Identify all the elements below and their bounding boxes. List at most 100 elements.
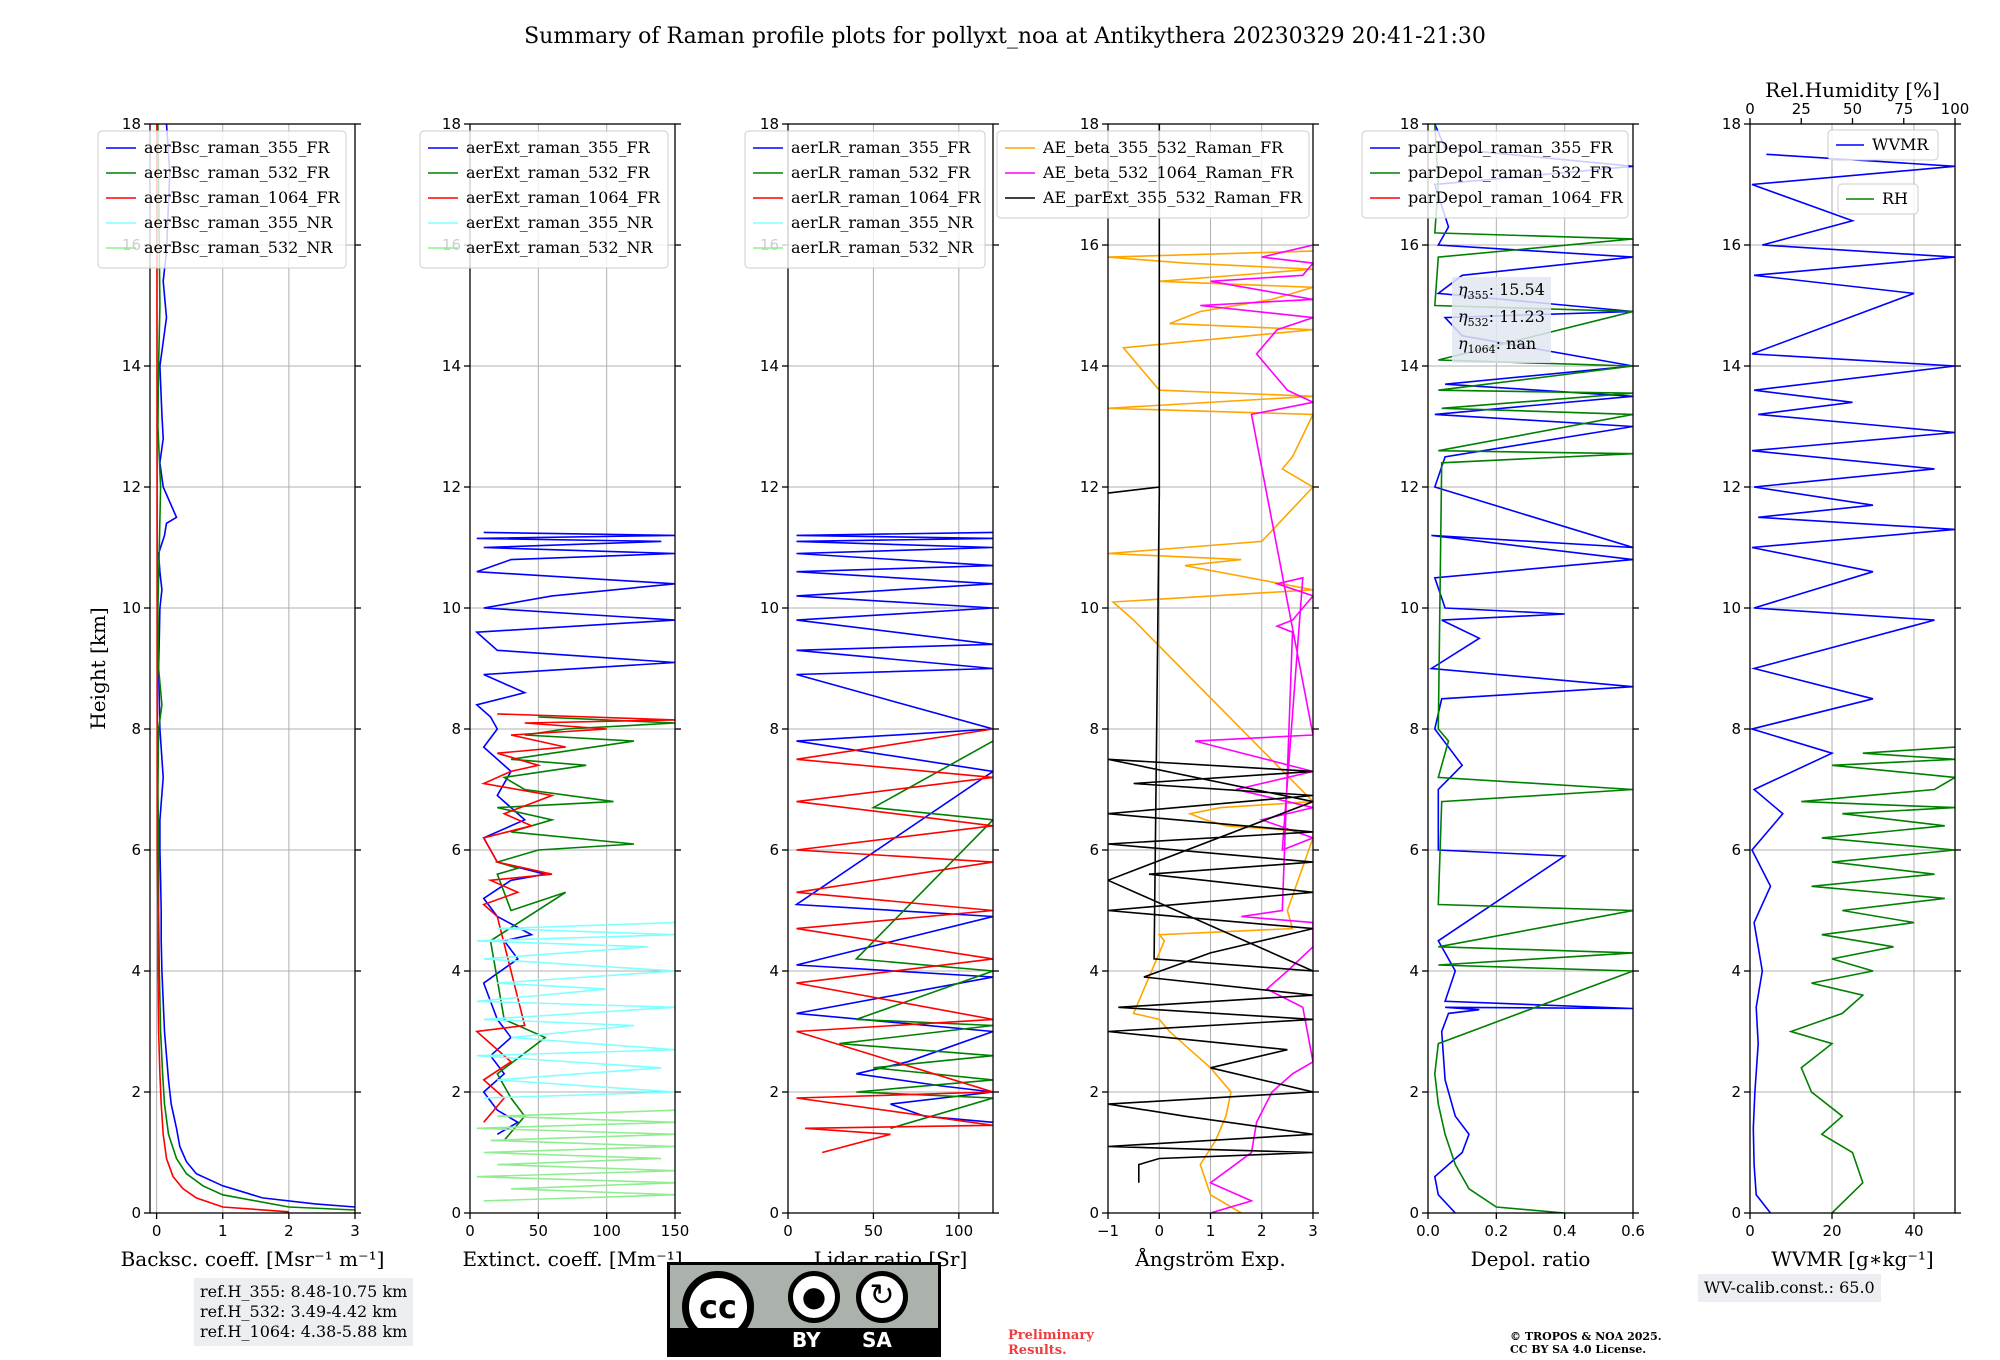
- y-tick-label: 10: [1400, 599, 1419, 617]
- legend-entry: AE_parExt_355_532_Raman_FR: [1042, 188, 1303, 207]
- legend-entry: aerBsc_raman_532_NR: [144, 238, 333, 257]
- y-tick-label: 4: [1089, 962, 1099, 980]
- x-tick-label: 1: [1206, 1222, 1216, 1240]
- legend-box: [1827, 129, 1939, 161]
- series-line-aerExt_raman_1064_FR: [474, 713, 675, 1123]
- y-tick-label: 14: [1400, 357, 1419, 375]
- legend: AE_beta_355_532_Raman_FR AE_beta_532_1064…: [996, 130, 1310, 219]
- y-tick-label: 4: [1409, 962, 1419, 980]
- y-tick-label: 18: [1722, 115, 1741, 133]
- x-tick-label: −1: [1097, 1222, 1119, 1240]
- panel-1: 0246810121416180123Backsc. coeff. [Msr⁻¹…: [86, 115, 384, 1271]
- y-tick-label: 18: [122, 115, 141, 133]
- x-tick-label: 0: [152, 1222, 162, 1240]
- reference-height-box: ref.H_355: 8.48-10.75 km ref.H_532: 3.49…: [194, 1278, 414, 1346]
- plot-frame: [1749, 123, 1956, 1214]
- series-line-aerExt_raman_355_FR: [474, 531, 675, 1135]
- y-tick-label: 8: [1409, 720, 1419, 738]
- legend-entry: aerLR_raman_1064_FR: [791, 188, 981, 207]
- y-tick-label: 6: [451, 841, 461, 859]
- x-tick-label: 50: [864, 1222, 883, 1240]
- top-axis-label: Rel.Humidity [%]: [1765, 78, 1940, 102]
- y-tick-label: 14: [442, 357, 461, 375]
- y-tick-label: 14: [1722, 357, 1741, 375]
- legend-entry: RH: [1882, 189, 1908, 208]
- y-tick-label: 8: [769, 720, 779, 738]
- legend-entry: aerLR_raman_532_NR: [791, 238, 974, 257]
- x-tick-label: 0: [465, 1222, 475, 1240]
- legend-box: [1361, 130, 1629, 219]
- y-tick-label: 4: [769, 962, 779, 980]
- x-axis-label: Ångström Exp.: [1134, 1246, 1285, 1271]
- y-tick-label: 2: [769, 1083, 779, 1101]
- y-tick-label: 14: [760, 357, 779, 375]
- x-tick-label: 40: [1904, 1222, 1923, 1240]
- eta-1064-text: : nan: [1495, 334, 1537, 354]
- series-line-aerExt_raman_532_FR: [489, 716, 675, 1141]
- y-tick-label: 12: [122, 478, 141, 496]
- series-line-aerLR_raman_1064_FR: [796, 728, 993, 1154]
- y-tick-label: 6: [1089, 841, 1099, 859]
- y-tick-label: 6: [1731, 841, 1741, 859]
- series-line-aerExt_raman_532_NR: [476, 1109, 675, 1202]
- legend-RH: RH: [1837, 183, 1919, 215]
- share-alike-icon: ↻: [856, 1271, 908, 1323]
- series-line-RH: [1788, 746, 1955, 1213]
- y-tick-label: 10: [1080, 599, 1099, 617]
- ref-h-355-text: ref.H_355: 8.48-10.75 km: [200, 1282, 408, 1301]
- plot-frame: [1427, 123, 1634, 1214]
- y-tick-label: 18: [1400, 115, 1419, 133]
- y-tick-label: 2: [1731, 1083, 1741, 1101]
- legend-entry: AE_beta_355_532_Raman_FR: [1042, 138, 1284, 157]
- y-tick-label: 4: [131, 962, 141, 980]
- top-x-tick-label: 25: [1792, 100, 1811, 118]
- legend-entry: aerBsc_raman_355_FR: [144, 138, 330, 157]
- legend-entry: parDepol_raman_532_FR: [1408, 163, 1614, 182]
- x-tick-label: 0.0: [1416, 1222, 1440, 1240]
- y-tick-label: 18: [1080, 115, 1099, 133]
- y-tick-label: 6: [769, 841, 779, 859]
- legend-entry: parDepol_raman_1064_FR: [1408, 188, 1624, 207]
- x-tick-label: 2: [284, 1222, 294, 1240]
- y-tick-label: 10: [122, 599, 141, 617]
- y-tick-label: 14: [122, 357, 141, 375]
- x-tick-label: 100: [945, 1222, 974, 1240]
- x-axis-label: Backsc. coeff. [Msr⁻¹ m⁻¹]: [121, 1247, 385, 1271]
- x-tick-label: 3: [350, 1222, 360, 1240]
- legend-entry: aerBsc_raman_532_FR: [144, 163, 330, 182]
- y-tick-label: 0: [451, 1204, 461, 1222]
- plot-frame: [787, 123, 994, 1214]
- series-line-AE_parExt_355_532_Raman_FR: [1108, 124, 1313, 1183]
- copyright-line-2: CC BY SA 4.0 License.: [1510, 1343, 1647, 1356]
- top-x-tick-label: 50: [1843, 100, 1862, 118]
- y-tick-label: 10: [1722, 599, 1741, 617]
- series-line-aerLR_raman_532_FR: [839, 740, 993, 1130]
- y-tick-label: 6: [1409, 841, 1419, 859]
- legend-entry: aerExt_raman_532_FR: [466, 163, 651, 182]
- panel-5: 0 2 4 6 8 10 12 14 16 18 0.0 0.2 0.4 0.6 Depol. ratio p…: [1361, 115, 1645, 1271]
- legend-box: [97, 130, 347, 269]
- y-tick-label: 4: [1731, 962, 1741, 980]
- x-tick-label: 150: [661, 1222, 690, 1240]
- x-axis-label: Extinct. coeff. [Mm⁻¹]: [462, 1247, 682, 1271]
- legend-entry: aerLR_raman_532_FR: [791, 163, 971, 182]
- y-tick-label: 18: [442, 115, 461, 133]
- legend-box: [996, 130, 1310, 219]
- x-tick-label: 0: [1745, 1222, 1755, 1240]
- legend-entry: parDepol_raman_355_FR: [1408, 138, 1614, 157]
- copyright-line-1: © TROPOS & NOA 2025.: [1510, 1330, 1662, 1343]
- y-tick-label: 8: [451, 720, 461, 738]
- x-tick-label: 3: [1308, 1222, 1318, 1240]
- x-axis-label: WVMR [g∗kg⁻¹]: [1771, 1247, 1933, 1271]
- series-line-aerBsc_raman_1064_FR: [156, 124, 289, 1213]
- series-line-parDepol_raman_532_FR: [1433, 124, 1633, 1213]
- legend-entry: aerExt_raman_355_FR: [466, 138, 651, 157]
- ref-h-1064-text: ref.H_1064: 4.38-5.88 km: [200, 1322, 408, 1341]
- attribution-person-icon: ●: [788, 1271, 840, 1323]
- y-tick-label: 0: [1089, 1204, 1099, 1222]
- legend-entry: AE_beta_532_1064_Raman_FR: [1042, 163, 1294, 182]
- series-line-aerExt_raman_355_NR: [476, 921, 675, 1099]
- y-tick-label: 12: [442, 478, 461, 496]
- x-tick-label: 0: [783, 1222, 793, 1240]
- cc-sa-label: SA: [862, 1328, 892, 1352]
